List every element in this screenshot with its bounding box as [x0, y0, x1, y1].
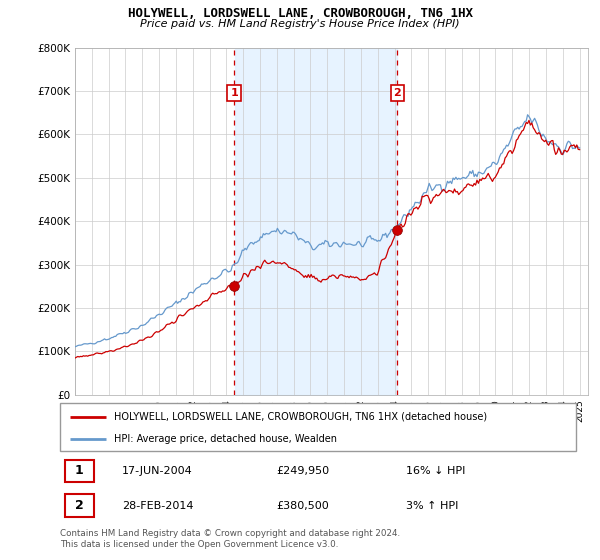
Text: £380,500: £380,500: [277, 501, 329, 511]
Text: HOLYWELL, LORDSWELL LANE, CROWBOROUGH, TN6 1HX: HOLYWELL, LORDSWELL LANE, CROWBOROUGH, T…: [128, 7, 473, 20]
Text: Contains HM Land Registry data © Crown copyright and database right 2024.
This d: Contains HM Land Registry data © Crown c…: [60, 529, 400, 549]
FancyBboxPatch shape: [65, 494, 94, 517]
Text: 16% ↓ HPI: 16% ↓ HPI: [406, 466, 465, 476]
Text: HOLYWELL, LORDSWELL LANE, CROWBOROUGH, TN6 1HX (detached house): HOLYWELL, LORDSWELL LANE, CROWBOROUGH, T…: [114, 412, 487, 422]
Text: 28-FEB-2014: 28-FEB-2014: [122, 501, 193, 511]
Text: HPI: Average price, detached house, Wealden: HPI: Average price, detached house, Weal…: [114, 434, 337, 444]
Text: 1: 1: [75, 464, 84, 478]
Text: £249,950: £249,950: [277, 466, 330, 476]
Text: 2: 2: [394, 88, 401, 98]
Text: 1: 1: [230, 88, 238, 98]
Text: 3% ↑ HPI: 3% ↑ HPI: [406, 501, 458, 511]
Text: Price paid vs. HM Land Registry's House Price Index (HPI): Price paid vs. HM Land Registry's House …: [140, 19, 460, 29]
Text: 17-JUN-2004: 17-JUN-2004: [122, 466, 193, 476]
Text: 2: 2: [75, 499, 84, 512]
FancyBboxPatch shape: [65, 460, 94, 482]
